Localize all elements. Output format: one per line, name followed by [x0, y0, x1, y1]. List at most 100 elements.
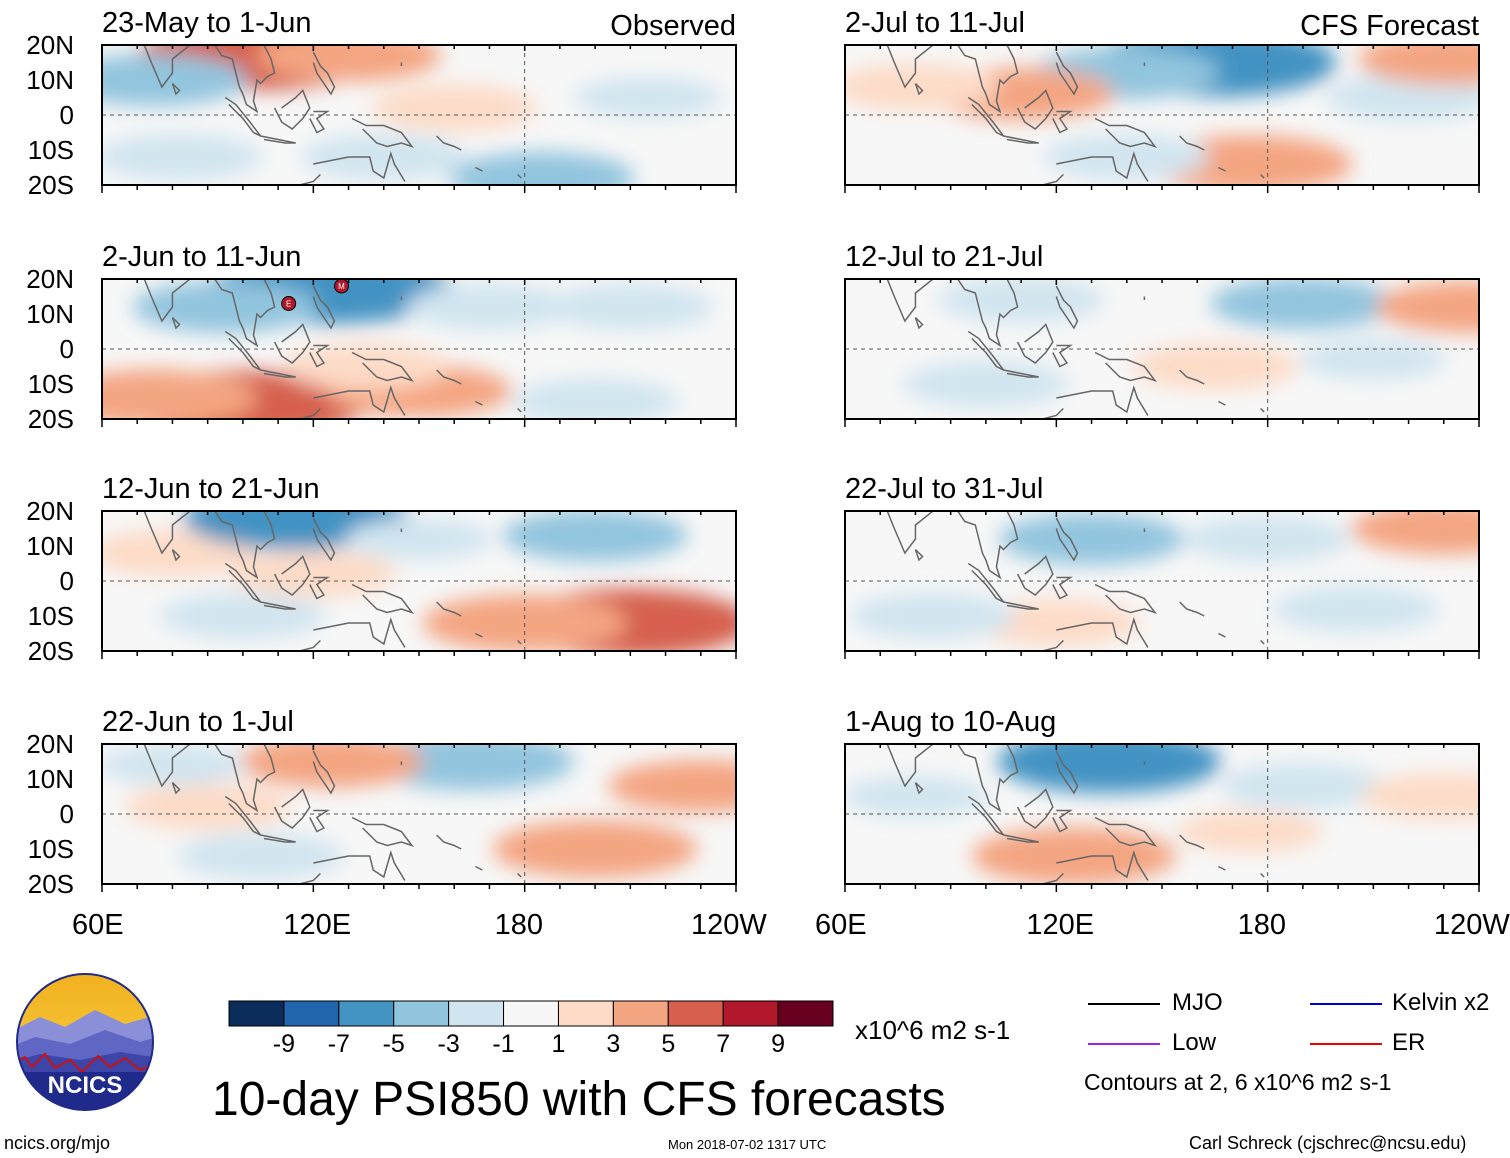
coastline	[260, 834, 296, 843]
coastline	[1056, 384, 1149, 416]
legend-label-kelvin: Kelvin x2	[1392, 989, 1490, 1016]
coastline	[1016, 555, 1054, 596]
colorbar-swatch	[557, 1000, 614, 1027]
coastline	[1003, 601, 1039, 610]
coastline	[1179, 369, 1205, 385]
coastline	[1052, 110, 1073, 134]
panel-title: 12-Jul to 21-Jul	[845, 241, 1044, 273]
anomaly-blob	[846, 775, 990, 818]
lat-tick-label: 0	[59, 100, 74, 130]
anomaly-blob	[608, 759, 737, 813]
anomaly-blob	[846, 63, 999, 111]
panel-title: 2-Jul to 11-Jul	[845, 7, 1025, 39]
coastline	[914, 316, 924, 330]
colorbar-swatch	[777, 1000, 834, 1027]
coastline	[309, 110, 330, 134]
panel-title: 23-May to 1-Jun	[102, 7, 312, 39]
anomaly-blob	[449, 151, 636, 186]
coastline	[886, 512, 934, 555]
anomaly-blob	[1219, 762, 1387, 810]
coastline	[1052, 809, 1073, 833]
coastline	[260, 601, 296, 610]
anomaly-blob	[177, 832, 344, 880]
colorbar-swatch	[722, 1000, 779, 1027]
colorbar-tick-label: 3	[606, 1030, 621, 1058]
coastline	[1055, 51, 1079, 96]
legend-line-mjo	[1088, 1003, 1160, 1005]
colorbar-tick-label: -3	[437, 1030, 460, 1058]
colorbar-swatch	[338, 1000, 395, 1027]
coastline	[1055, 517, 1079, 562]
lat-tick-label: 20N	[26, 264, 74, 294]
colorbar-tick-label: 1	[551, 1030, 566, 1058]
coastline	[1055, 285, 1079, 330]
anomaly-blob	[406, 283, 573, 331]
coastline	[309, 576, 330, 600]
colorbar	[228, 1000, 834, 1027]
anomaly-blob	[937, 280, 1105, 324]
anomaly-blob	[103, 369, 258, 420]
anomaly-blob	[1299, 338, 1447, 381]
anomaly-blob	[1358, 46, 1480, 86]
lat-tick-label: 20N	[26, 30, 74, 60]
psi850-map	[101, 510, 737, 659]
lon-tick-label: 180	[494, 909, 544, 941]
anomaly-blob	[103, 133, 263, 181]
coastline	[1218, 865, 1226, 871]
legend-label-er: ER	[1392, 1029, 1426, 1056]
coastline	[313, 616, 406, 648]
panel-title: 12-Jun to 21-Jun	[102, 473, 320, 505]
coastline	[1040, 872, 1064, 885]
colorbar-tick-label: 5	[661, 1030, 676, 1058]
coastline	[351, 117, 415, 148]
colorbar-swatch	[393, 1000, 450, 1027]
coastline	[1260, 173, 1265, 179]
panel-title: 22-Jun to 1-Jul	[102, 706, 294, 738]
lat-tick-label: 20S	[27, 869, 74, 899]
coastline	[312, 517, 336, 562]
psi850-map	[844, 743, 1480, 892]
storm-marker-label: M	[338, 282, 345, 291]
lat-tick-label: 20N	[26, 496, 74, 526]
panel-title: 22-Jul to 31-Jul	[845, 473, 1044, 505]
anomaly-blob	[511, 378, 679, 420]
coastline	[143, 280, 191, 323]
legend-line-er	[1310, 1043, 1382, 1045]
coastline	[273, 555, 311, 596]
anomaly-blob	[1351, 512, 1480, 555]
colorbar-swatch	[612, 1000, 669, 1027]
lat-tick-label: 10S	[27, 834, 74, 864]
coastline	[1094, 117, 1158, 148]
coastline	[1218, 400, 1226, 406]
coastline	[1003, 369, 1039, 378]
anomaly-blob	[502, 512, 688, 562]
coastline	[1052, 576, 1073, 600]
coastline	[297, 173, 321, 186]
coastline	[351, 583, 415, 614]
storm-marker-label: E	[286, 300, 291, 309]
anomaly-blob	[371, 84, 538, 132]
coastline	[351, 816, 415, 847]
coastline	[309, 344, 330, 368]
coastline	[273, 323, 311, 364]
coastline	[143, 46, 191, 89]
lat-tick-label: 10N	[26, 764, 74, 794]
anomaly-blob	[255, 46, 442, 82]
anomaly-blob	[1325, 74, 1480, 121]
lat-tick-label: 20S	[27, 404, 74, 434]
coastline	[297, 872, 321, 885]
anomaly-blob	[849, 592, 1017, 640]
coastline	[1260, 639, 1265, 645]
colorbar-tick-label: -1	[492, 1030, 515, 1058]
lat-tick-label: 10S	[27, 135, 74, 165]
coastline	[517, 173, 522, 179]
coastline	[957, 280, 1019, 348]
lat-tick-label: 10S	[27, 369, 74, 399]
legend-line-low	[1088, 1043, 1160, 1045]
storm-marker	[334, 280, 350, 294]
colorbar-swatch	[503, 1000, 559, 1027]
coastline	[517, 639, 522, 645]
coastline	[436, 369, 462, 385]
coastline	[957, 512, 1019, 580]
coastline	[214, 512, 276, 580]
